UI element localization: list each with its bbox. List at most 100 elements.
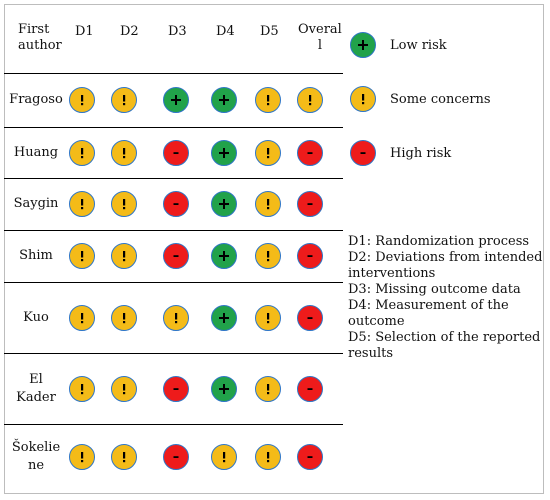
header-d5: D5 — [260, 24, 279, 39]
exclamation-icon — [118, 451, 130, 463]
exclamation-icon — [262, 312, 274, 324]
figure-frame — [4, 4, 544, 494]
rating-dot-low — [211, 87, 237, 113]
author-cell: Kuo — [8, 282, 64, 353]
author-name: El Kader — [16, 371, 56, 407]
exclamation-icon — [76, 147, 88, 159]
author-name-line: ne — [27, 458, 45, 473]
row-separator — [4, 73, 343, 74]
author-name-line: El — [29, 371, 43, 387]
minus-icon — [170, 147, 182, 159]
rating-dot-some — [255, 375, 281, 402]
rating-dot-some — [69, 243, 95, 269]
row-separator — [4, 424, 343, 425]
row-separator — [4, 127, 343, 128]
rating-dot-some — [255, 139, 281, 166]
author-cell: Saygin — [8, 178, 64, 230]
exclamation-icon — [76, 451, 88, 463]
author-name: Fragoso — [9, 91, 63, 109]
rating-dot-some — [69, 304, 95, 331]
legend-label: Low risk — [390, 37, 447, 53]
rating-dot-low — [211, 243, 237, 269]
domain-note: D3: Missing outcome data — [348, 282, 521, 297]
exclamation-icon — [118, 198, 130, 210]
row-separator — [4, 353, 343, 354]
header-author-line: author — [18, 38, 62, 53]
exclamation-icon — [262, 147, 274, 159]
author-name: Kuo — [23, 309, 49, 327]
rating-dot-some — [255, 304, 281, 331]
rating-dot-low — [211, 191, 237, 217]
domain-note: D5: Selection of the reported results — [348, 330, 541, 361]
rating-dot-high — [297, 139, 323, 166]
legend-label: High risk — [390, 145, 452, 161]
exclamation-icon — [170, 312, 182, 324]
minus-icon — [304, 312, 316, 324]
author-name-line: Kuo — [23, 309, 49, 325]
exclamation-icon — [262, 94, 274, 106]
rating-dot-some — [69, 139, 95, 166]
rating-dot-low — [163, 87, 189, 113]
author-cell: El Kader — [8, 353, 64, 424]
exclamation-icon — [118, 94, 130, 106]
author-cell: Šokelie ne — [8, 424, 64, 490]
rating-dot-some — [111, 191, 137, 217]
exclamation-icon — [118, 250, 130, 262]
rating-dot-some — [255, 444, 281, 470]
exclamation-icon — [304, 94, 316, 106]
header-d1: D1 — [75, 24, 94, 39]
rating-dot-high — [297, 375, 323, 402]
rating-dot-some — [111, 375, 137, 402]
rating-dot-low — [211, 304, 237, 331]
rating-dot-some — [111, 304, 137, 331]
rating-dot-high — [163, 444, 189, 470]
rating-dot-high — [297, 444, 323, 470]
rating-dot-some — [297, 87, 323, 113]
rating-dot-some — [350, 86, 376, 112]
author-name: Šokelie ne — [12, 439, 60, 475]
rating-dot-low — [350, 32, 376, 58]
exclamation-icon — [76, 383, 88, 395]
legend-item-high: High risk — [350, 140, 451, 166]
author-cell: Shim — [8, 230, 64, 282]
rating-dot-high — [297, 304, 323, 331]
plus-icon — [357, 39, 369, 51]
exclamation-icon — [76, 250, 88, 262]
author-name-line: Kader — [16, 389, 56, 405]
minus-icon — [170, 451, 182, 463]
exclamation-icon — [262, 383, 274, 395]
rating-dot-some — [69, 87, 95, 113]
minus-icon — [304, 383, 316, 395]
rating-dot-some — [69, 444, 95, 470]
header-author: First author — [18, 22, 68, 54]
rating-dot-some — [111, 139, 137, 166]
header-overall: Overal l — [298, 22, 342, 54]
plus-icon — [218, 147, 230, 159]
minus-icon — [170, 198, 182, 210]
exclamation-icon — [118, 147, 130, 159]
exclamation-icon — [357, 93, 369, 105]
exclamation-icon — [76, 198, 88, 210]
legend-label: Some concerns — [390, 91, 491, 107]
rating-dot-some — [255, 191, 281, 217]
plus-icon — [218, 94, 230, 106]
minus-icon — [170, 250, 182, 262]
minus-icon — [304, 147, 316, 159]
legend-item-low: Low risk — [350, 32, 447, 58]
minus-icon — [304, 451, 316, 463]
header-d2: D2 — [120, 24, 139, 39]
rating-dot-some — [111, 87, 137, 113]
exclamation-icon — [262, 451, 274, 463]
exclamation-icon — [118, 312, 130, 324]
exclamation-icon — [76, 312, 88, 324]
plus-icon — [218, 383, 230, 395]
plus-icon — [170, 94, 182, 106]
header-overall-line: l — [317, 38, 322, 53]
rating-dot-some — [163, 304, 189, 331]
header-d3: D3 — [168, 24, 187, 39]
minus-icon — [304, 198, 316, 210]
domain-note: D2: Deviations from intended interventio… — [348, 250, 543, 281]
exclamation-icon — [118, 383, 130, 395]
domain-note: D4: Measurement of the outcome — [348, 298, 509, 329]
author-name-line: Saygin — [13, 196, 59, 211]
